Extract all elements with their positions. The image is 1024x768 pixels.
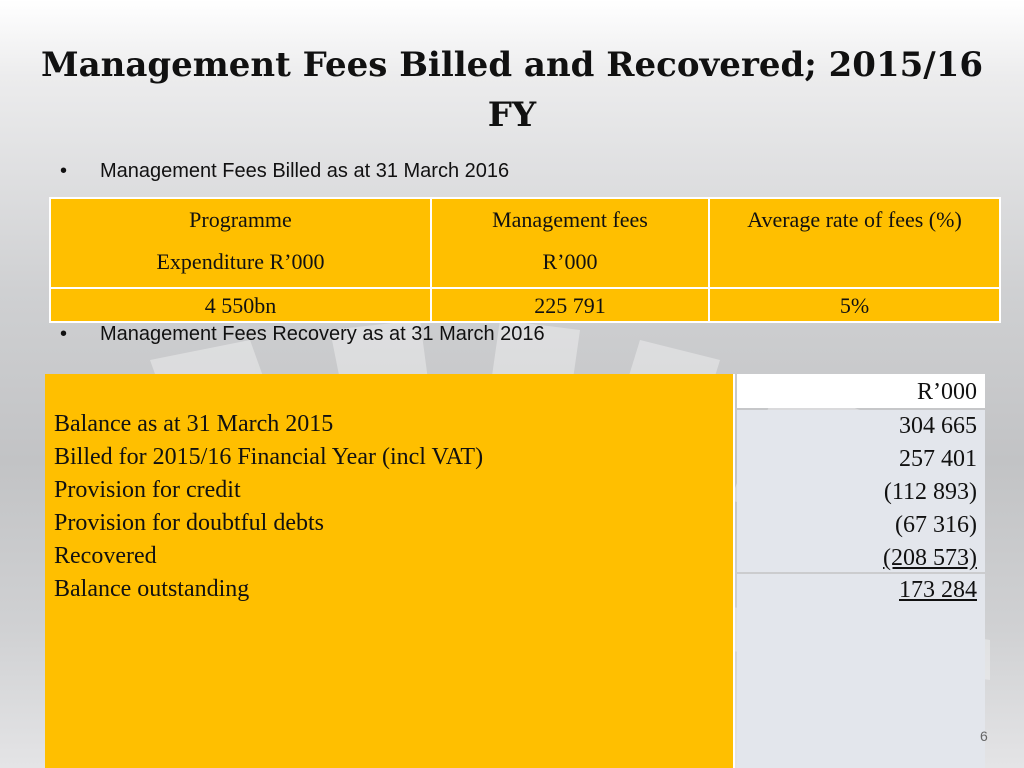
bullet-text: Management Fees Billed as at 31 March 20… <box>100 160 510 182</box>
table-row: 4 550bn 225 791 5% <box>49 287 1001 323</box>
header-programme-expenditure: Programme Expenditure R’000 <box>49 197 432 289</box>
page-title: Management Fees Billed and Recovered; 20… <box>40 45 984 135</box>
header-management-fees: Management fees R’000 <box>430 197 710 289</box>
label-provision-doubtful: Provision for doubtful debts <box>54 510 324 536</box>
bullet-dot-icon: • <box>60 323 68 345</box>
value-balance-outstanding: 173 284 <box>899 577 977 603</box>
table-header-row: Programme Expenditure R’000 Management f… <box>49 197 1001 289</box>
header-line: Management fees <box>492 207 648 232</box>
label-provision-credit: Provision for credit <box>54 477 241 503</box>
label-billed: Billed for 2015/16 Financial Year (incl … <box>54 444 484 470</box>
label-recovered: Recovered <box>54 543 157 569</box>
value-provision-doubtful: (67 316) <box>895 512 977 538</box>
bullet-fees-recovery: • Management Fees Recovery as at 31 March… <box>60 323 545 346</box>
page-number: 6 <box>980 728 988 744</box>
header-average-rate: Average rate of fees (%) <box>708 197 1001 289</box>
cell-average-rate: 5% <box>708 287 1001 323</box>
label-balance-2015: Balance as at 31 March 2015 <box>54 411 334 437</box>
values-block: 304 665 257 401 (112 893) (67 316) (208 … <box>737 410 985 572</box>
header-line: Expenditure R’000 <box>156 249 325 274</box>
bullet-text: Management Fees Recovery as at 31 March … <box>100 323 545 345</box>
bullet-fees-billed: • Management Fees Billed as at 31 March 2… <box>60 160 509 183</box>
value-balance-2015: 304 665 <box>899 413 977 439</box>
bullet-dot-icon: • <box>60 160 68 182</box>
value-recovered: (208 573) <box>883 545 977 571</box>
unit-header: R’000 <box>737 374 985 408</box>
cell-management-fees: 225 791 <box>430 287 710 323</box>
header-line: Average rate of fees (%) <box>747 207 962 232</box>
header-line: R’000 <box>542 249 598 274</box>
cell-programme-expenditure: 4 550bn <box>49 287 432 323</box>
fees-recovery-table: Balance as at 31 March 2015 Billed for 2… <box>45 374 987 768</box>
value-provision-credit: (112 893) <box>883 479 977 505</box>
outstanding-block: 173 284 <box>737 574 985 768</box>
value-billed: 257 401 <box>899 446 977 472</box>
label-balance-outstanding: Balance outstanding <box>54 576 250 602</box>
recovery-values-column: R’000 304 665 257 401 (112 893) (67 316)… <box>737 374 985 768</box>
recovery-labels-column: Balance as at 31 March 2015 Billed for 2… <box>45 374 735 768</box>
header-line: Programme <box>189 207 292 232</box>
fees-billed-table: Programme Expenditure R’000 Management f… <box>49 197 1001 323</box>
